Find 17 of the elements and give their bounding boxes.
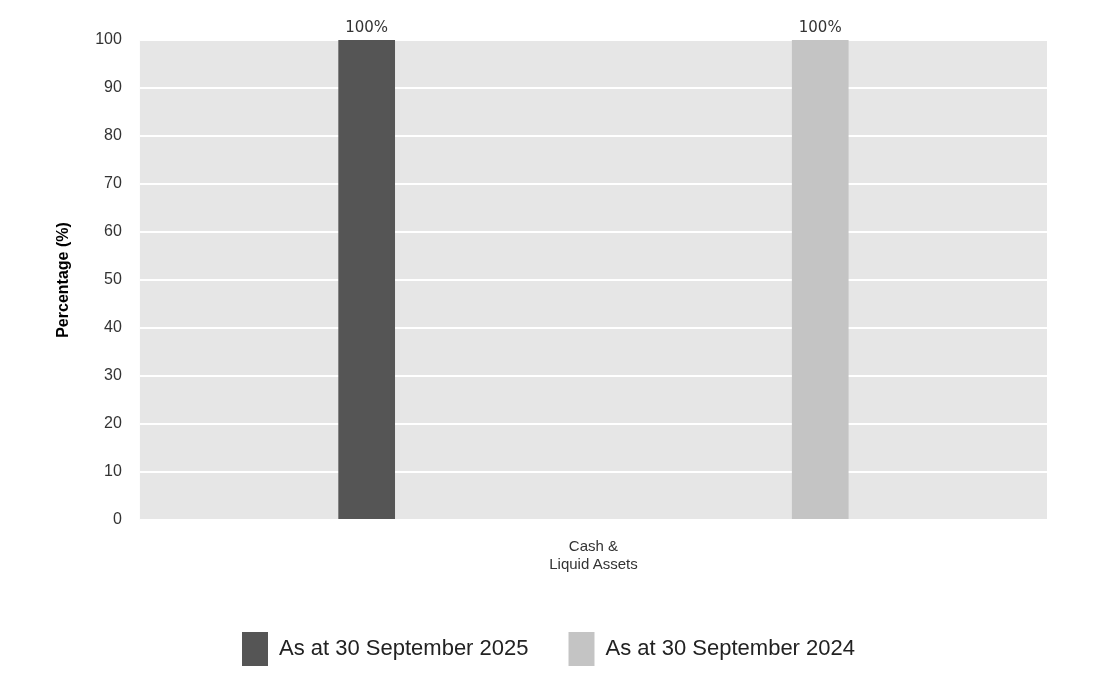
y-tick-label: 90 <box>104 78 122 96</box>
x-tick-label: Cash & Liquid Assets <box>549 537 638 573</box>
data-label: 100% <box>798 18 842 37</box>
y-tick-label: 30 <box>104 366 122 384</box>
y-tick-label: 10 <box>104 462 122 480</box>
y-tick-label: 0 <box>112 510 122 528</box>
y-tick-label: 70 <box>104 174 122 192</box>
y-tick-label: 50 <box>104 270 122 288</box>
y-tick-label: 100 <box>95 30 122 48</box>
y-tick-label: 20 <box>104 414 122 432</box>
legend-label: As at 30 September 2025 <box>279 635 529 661</box>
legend-label: As at 30 September 2024 <box>605 635 855 661</box>
data-label: 100% <box>345 18 389 37</box>
y-tick-label: 40 <box>104 318 122 336</box>
y-tick-label: 60 <box>104 222 122 240</box>
y-axis-title: Percentage (%) <box>54 222 72 338</box>
y-tick-label: 80 <box>104 126 122 144</box>
